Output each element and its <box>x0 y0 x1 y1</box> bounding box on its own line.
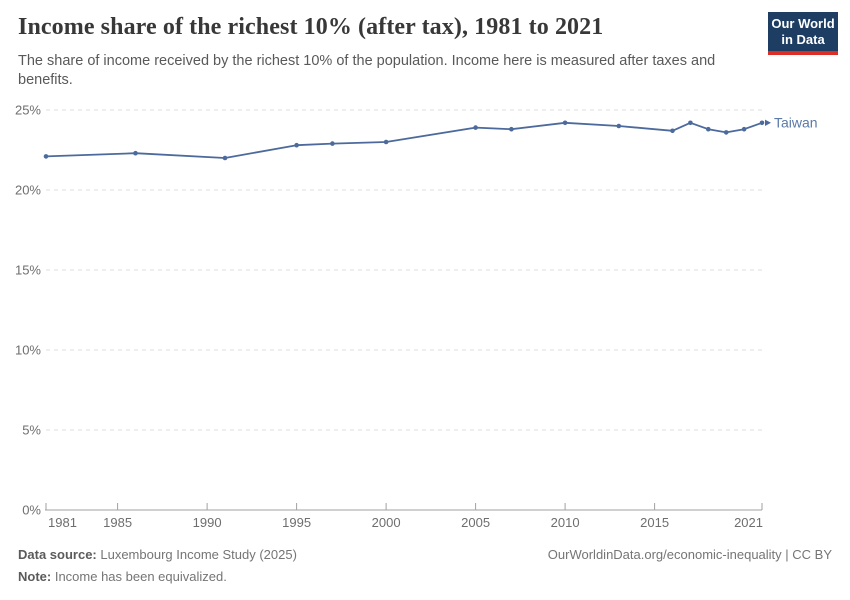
data-point[interactable] <box>616 123 622 129</box>
x-tick-label: 1990 <box>193 515 222 530</box>
y-tick-label: 10% <box>15 343 41 358</box>
chart-subtitle: The share of income received by the rich… <box>18 53 716 88</box>
data-point[interactable] <box>43 154 49 159</box>
owid-logo[interactable]: Our World in Data <box>768 12 838 55</box>
chart-title: Income share of the richest 10% (after t… <box>18 14 604 40</box>
owid-logo-red-bar <box>768 51 838 55</box>
y-tick-label: 20% <box>15 183 41 198</box>
data-point[interactable] <box>330 141 335 146</box>
owid-logo-text: Our World in Data <box>768 12 838 51</box>
data-point[interactable] <box>723 130 729 135</box>
data-point[interactable] <box>473 125 478 130</box>
x-tick-label: 1995 <box>282 515 311 530</box>
data-point[interactable] <box>222 155 228 161</box>
entity-label-taiwan[interactable]: Taiwan <box>774 114 818 130</box>
data-source-text: Luxembourg Income Study (2025) <box>96 547 297 562</box>
x-tick-label: 1981 <box>48 515 77 530</box>
line-end-arrow-icon <box>765 119 771 126</box>
data-point[interactable] <box>759 120 765 126</box>
data-source-line: Data source: Luxembourg Income Study (20… <box>18 547 297 562</box>
note-text: Income has been equivalized. <box>51 569 227 584</box>
data-point[interactable] <box>741 126 747 132</box>
chart-footer: Data source: Luxembourg Income Study (20… <box>18 547 832 584</box>
x-tick-label: 2021 <box>734 515 763 530</box>
series-line-taiwan[interactable] <box>45 121 763 159</box>
x-tick-label: 2015 <box>640 515 669 530</box>
x-tick-label: 2010 <box>551 515 580 530</box>
data-source-label: Data source: <box>18 547 97 562</box>
y-tick-label: 25% <box>15 103 41 118</box>
data-point[interactable] <box>509 126 514 132</box>
x-tick-label: 2005 <box>461 515 490 530</box>
note-line: Note: Income has been equivalized. <box>18 569 832 584</box>
data-point[interactable] <box>383 139 389 145</box>
data-point[interactable] <box>294 142 299 148</box>
data-point[interactable] <box>688 120 693 126</box>
owid-citation-link[interactable]: OurWorldinData.org/economic-inequality |… <box>547 547 832 562</box>
y-tick-label: 15% <box>15 263 41 278</box>
data-point[interactable] <box>562 120 568 126</box>
x-tick-label: 1985 <box>103 515 132 530</box>
data-point[interactable] <box>706 126 711 132</box>
data-point[interactable] <box>670 128 675 134</box>
x-tick-label: 2000 <box>372 515 401 530</box>
y-tick-label: 5% <box>22 423 41 438</box>
data-point[interactable] <box>133 150 138 156</box>
y-tick-label: 0% <box>22 503 41 518</box>
note-label: Note: <box>18 569 52 584</box>
